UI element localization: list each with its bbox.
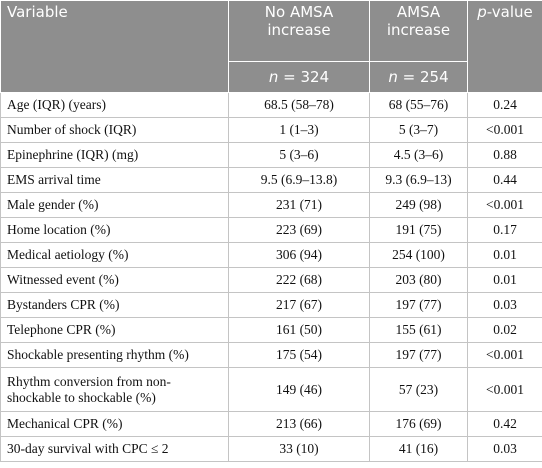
table-row: Bystanders CPR (%) 217 (67) 197 (77) 0.03 bbox=[0, 292, 542, 318]
table-row: Male gender (%) 231 (71) 249 (98) <0.001 bbox=[0, 192, 542, 218]
value-cell: 161 (50) bbox=[228, 317, 370, 343]
value-cell: 9.3 (6.9–13) bbox=[369, 167, 468, 193]
table-row: Medical aetiology (%) 306 (94) 254 (100) 0.… bbox=[0, 242, 542, 268]
p-label: -value bbox=[486, 3, 533, 21]
value-cell: 68.5 (58–78) bbox=[228, 92, 370, 118]
variable-cell: EMS arrival time bbox=[0, 167, 229, 193]
value-cell: 9.5 (6.9–13.8) bbox=[228, 167, 370, 193]
value-cell: 33 (10) bbox=[228, 436, 370, 462]
n-symbol: n bbox=[388, 68, 398, 86]
n-value: = 324 bbox=[283, 68, 330, 86]
variable-cell: Bystanders CPR (%) bbox=[0, 292, 229, 318]
value-cell: 197 (77) bbox=[369, 342, 468, 368]
variable-cell: Medical aetiology (%) bbox=[0, 242, 229, 268]
value-cell: 1 (1–3) bbox=[228, 117, 370, 143]
value-cell: 223 (69) bbox=[228, 217, 370, 243]
value-cell: 0.03 bbox=[467, 292, 542, 318]
variable-cell: Shockable presenting rhythm (%) bbox=[0, 342, 229, 368]
value-cell: 197 (77) bbox=[369, 292, 468, 318]
value-cell: 249 (98) bbox=[369, 192, 468, 218]
value-cell: 231 (71) bbox=[228, 192, 370, 218]
p-symbol: p bbox=[477, 3, 487, 21]
value-cell: 0.17 bbox=[467, 217, 542, 243]
value-cell: 5 (3–6) bbox=[228, 142, 370, 168]
value-cell: 203 (80) bbox=[369, 267, 468, 293]
value-cell: <0.001 bbox=[467, 367, 542, 412]
table-row: Age (IQR) (years) 68.5 (58–78) 68 (55–76) 0… bbox=[0, 92, 542, 118]
variable-cell: Home location (%) bbox=[0, 217, 229, 243]
variable-cell: Male gender (%) bbox=[0, 192, 229, 218]
value-cell: 176 (69) bbox=[369, 411, 468, 437]
variable-cell: 30-day survival with CPC ≤ 2 bbox=[0, 436, 229, 462]
variable-cell: Rhythm conversion from non-shockable to … bbox=[0, 367, 229, 412]
n-symbol: n bbox=[268, 68, 279, 86]
value-cell: <0.001 bbox=[467, 117, 542, 143]
variable-cell: Epinephrine (IQR) (mg) bbox=[0, 142, 229, 168]
table-row: Witnessed event (%) 222 (68) 203 (80) 0.01 bbox=[0, 267, 542, 293]
value-cell: 68 (55–76) bbox=[369, 92, 468, 118]
header-cell: Variable bbox=[0, 0, 229, 93]
variable-cell: Mechanical CPR (%) bbox=[0, 411, 229, 437]
table-row: Epinephrine (IQR) (mg) 5 (3–6) 4.5 (3–6) 0.… bbox=[0, 142, 542, 168]
value-cell: 155 (61) bbox=[369, 317, 468, 343]
n-cell: n = 324 bbox=[228, 61, 370, 93]
value-cell: 0.24 bbox=[467, 92, 542, 118]
table-row: 30-day survival with CPC ≤ 2 33 (10) 41 (1… bbox=[0, 436, 542, 462]
variable-cell: Age (IQR) (years) bbox=[0, 92, 229, 118]
table-body: Age (IQR) (years) 68.5 (58–78) 68 (55–76) 0… bbox=[0, 92, 542, 462]
n-value: = 254 bbox=[402, 68, 449, 86]
header-cell: p-value bbox=[467, 0, 542, 93]
value-cell: 0.02 bbox=[467, 317, 542, 343]
table-row: Telephone CPR (%) 161 (50) 155 (61) 0.02 bbox=[0, 317, 542, 343]
value-cell: 0.03 bbox=[467, 436, 542, 462]
value-cell: 175 (54) bbox=[228, 342, 370, 368]
table-row: EMS arrival time 9.5 (6.9–13.8) 9.3 (6.9–1… bbox=[0, 167, 542, 193]
value-cell: 217 (67) bbox=[228, 292, 370, 318]
table-row: Home location (%) 223 (69) 191 (75) 0.17 bbox=[0, 217, 542, 243]
value-cell: <0.001 bbox=[467, 192, 542, 218]
header-cell: AMSA increase bbox=[369, 0, 468, 62]
value-cell: 41 (16) bbox=[369, 436, 468, 462]
variable-cell: Witnessed event (%) bbox=[0, 267, 229, 293]
n-cell: n = 254 bbox=[369, 61, 468, 93]
table-row: Mechanical CPR (%) 213 (66) 176 (69) 0.42 bbox=[0, 411, 542, 437]
value-cell: 149 (46) bbox=[228, 367, 370, 412]
value-cell: <0.001 bbox=[467, 342, 542, 368]
value-cell: 0.88 bbox=[467, 142, 542, 168]
value-cell: 0.01 bbox=[467, 242, 542, 268]
value-cell: 0.01 bbox=[467, 267, 542, 293]
header-cell: No AMSA increase bbox=[228, 0, 370, 62]
table-row: Shockable presenting rhythm (%) 175 (54) 1… bbox=[0, 342, 542, 368]
value-cell: 5 (3–7) bbox=[369, 117, 468, 143]
value-cell: 0.42 bbox=[467, 411, 542, 437]
value-cell: 0.44 bbox=[467, 167, 542, 193]
table-row: Number of shock (IQR) 1 (1–3) 5 (3–7) <0.00… bbox=[0, 117, 542, 143]
variable-cell: Telephone CPR (%) bbox=[0, 317, 229, 343]
value-cell: 222 (68) bbox=[228, 267, 370, 293]
value-cell: 254 (100) bbox=[369, 242, 468, 268]
table-row: Rhythm conversion from non-shockable to … bbox=[0, 367, 542, 412]
value-cell: 191 (75) bbox=[369, 217, 468, 243]
value-cell: 4.5 (3–6) bbox=[369, 142, 468, 168]
value-cell: 57 (23) bbox=[369, 367, 468, 412]
value-cell: 306 (94) bbox=[228, 242, 370, 268]
variable-cell: Number of shock (IQR) bbox=[0, 117, 229, 143]
value-cell: 213 (66) bbox=[228, 411, 370, 437]
